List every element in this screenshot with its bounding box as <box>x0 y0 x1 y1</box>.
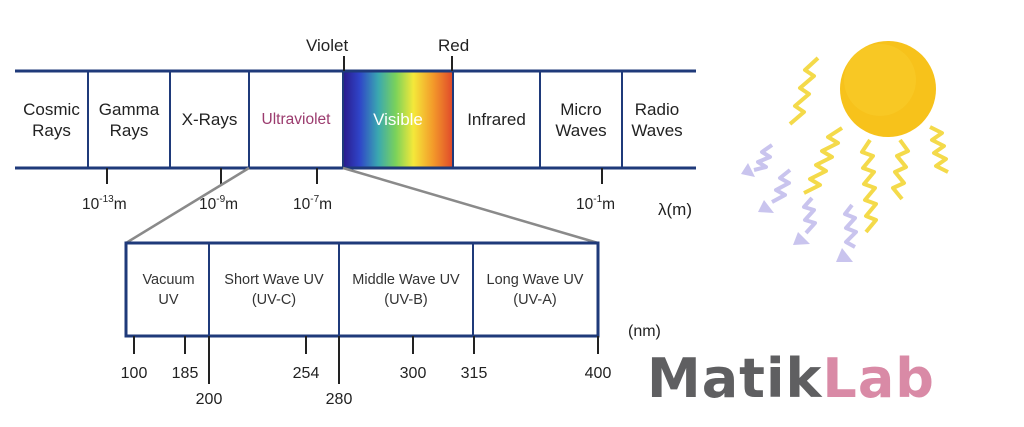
wavelength-unit-label: λ(m) <box>658 200 692 219</box>
scale-ticks <box>106 168 603 184</box>
visible-gradient <box>343 71 453 168</box>
uv-band-uva: Long Wave UV (UV-A) <box>486 272 584 308</box>
band-cosmic-rays: Cosmic Rays <box>23 99 80 140</box>
scale-label-1e-13: 10-13m <box>82 194 127 214</box>
uv-band-vacuum: Vacuum UV <box>142 272 195 308</box>
scale-label-1e-1: 10-1m <box>576 194 616 214</box>
uv-unit-label: (nm) <box>628 323 661 340</box>
cool-rays-icon <box>741 143 858 262</box>
sun-illustration <box>741 41 949 262</box>
uv-tick-254: 254 <box>292 365 320 382</box>
uv-scale-ticks <box>133 336 599 384</box>
uv-tick-315: 315 <box>460 365 488 382</box>
uv-band-uvc: Short Wave UV (UV-C) <box>224 272 324 308</box>
connector-right <box>342 166 599 245</box>
band-gamma-rays: Gamma Rays <box>98 99 160 140</box>
scale-label-1e-9: 10-9m <box>199 194 239 214</box>
uv-band-uvb: Middle Wave UV (UV-B) <box>352 272 460 308</box>
sun-rays-icon <box>788 56 949 234</box>
band-dividers <box>87 71 623 168</box>
red-label: Red <box>438 36 470 55</box>
band-micro-waves: Micro Waves <box>555 99 607 140</box>
uv-tick-185: 185 <box>171 365 199 382</box>
scale-label-1e-7: 10-7m <box>293 194 333 214</box>
uv-tick-200: 200 <box>195 391 223 408</box>
violet-label: Violet <box>306 36 349 55</box>
band-radio-waves: Radio Waves <box>631 99 683 140</box>
uv-tick-100: 100 <box>120 365 148 382</box>
band-infrared: Infrared <box>467 110 526 129</box>
band-ultraviolet: Ultraviolet <box>261 111 331 128</box>
uv-tick-300: 300 <box>399 365 427 382</box>
uv-tick-280: 280 <box>325 391 353 408</box>
uv-detail-frame <box>124 241 600 338</box>
brand-logo: MatikLab <box>647 347 935 410</box>
uv-tick-400: 400 <box>584 365 612 382</box>
uv-dividers <box>208 243 474 336</box>
band-x-rays: X-Rays <box>181 110 238 129</box>
connector-left <box>125 166 250 245</box>
band-visible: Visible <box>373 110 423 129</box>
